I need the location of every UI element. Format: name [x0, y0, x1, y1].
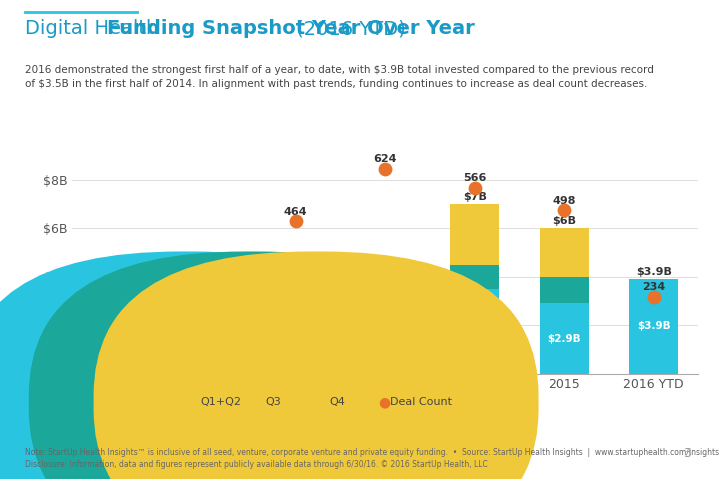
- Text: 3: 3: [683, 447, 691, 460]
- Text: (2016 YTD): (2016 YTD): [290, 19, 406, 38]
- Bar: [181, 325, 231, 340]
- Text: $1.5B: $1.5B: [369, 351, 402, 361]
- Bar: [539, 277, 589, 303]
- Text: Funding Snapshot Year Over Year: Funding Snapshot Year Over Year: [107, 19, 474, 38]
- Text: $575M: $575M: [97, 362, 137, 372]
- Bar: [181, 340, 231, 355]
- Text: $6B: $6B: [552, 216, 576, 226]
- Bar: [450, 289, 499, 374]
- Bar: [271, 347, 320, 374]
- Point: [111, 321, 122, 329]
- Text: $7B: $7B: [463, 192, 487, 202]
- Bar: [361, 337, 410, 374]
- Bar: [92, 352, 141, 360]
- Text: 624: 624: [374, 154, 397, 164]
- Bar: [92, 347, 141, 352]
- Bar: [271, 316, 320, 328]
- Text: Q4: Q4: [330, 398, 346, 407]
- Text: Q1+Q2: Q1+Q2: [200, 398, 241, 407]
- Point: [379, 165, 391, 172]
- Text: Q3: Q3: [265, 398, 281, 407]
- Bar: [92, 360, 141, 374]
- Text: $3.9B: $3.9B: [637, 321, 670, 331]
- Text: $2.4B: $2.4B: [278, 303, 314, 313]
- Bar: [629, 279, 678, 374]
- Point: [648, 293, 660, 301]
- Text: Digital Health: Digital Health: [25, 19, 165, 38]
- Point: [200, 277, 212, 285]
- Bar: [450, 204, 499, 265]
- Bar: [450, 265, 499, 289]
- Text: 282: 282: [194, 267, 218, 277]
- Text: $1.1B: $1.1B: [279, 355, 312, 365]
- Text: Note: StartUp Health Insights™ is inclusive of all seed, venture, corporate vent: Note: StartUp Health Insights™ is inclus…: [25, 448, 719, 457]
- Text: 149: 149: [105, 310, 128, 320]
- Text: Disclosure: Information, data and figures represent publicly available data thro: Disclosure: Information, data and figure…: [25, 460, 488, 469]
- Bar: [181, 355, 231, 374]
- Point: [290, 217, 302, 225]
- Text: $3B: $3B: [374, 288, 397, 298]
- Text: 2016 demonstrated the strongest first half of a year, to date, with $3.9B total : 2016 demonstrated the strongest first ha…: [25, 65, 654, 89]
- Text: $2B: $2B: [194, 313, 218, 323]
- Text: $3.5B: $3.5B: [458, 326, 492, 336]
- Text: 498: 498: [552, 196, 576, 205]
- Text: $2.9B: $2.9B: [547, 333, 581, 343]
- Bar: [361, 313, 410, 337]
- Point: [469, 184, 480, 192]
- Point: [559, 206, 570, 214]
- Text: $1.1B: $1.1B: [99, 334, 135, 344]
- Text: ●: ●: [378, 395, 390, 410]
- Text: $755M: $755M: [186, 359, 226, 369]
- Bar: [361, 301, 410, 313]
- Text: 566: 566: [463, 173, 487, 183]
- Text: 234: 234: [642, 283, 665, 292]
- Bar: [539, 303, 589, 374]
- Text: Deal Count: Deal Count: [390, 398, 452, 407]
- Bar: [539, 228, 589, 277]
- Text: $3.9B: $3.9B: [636, 267, 672, 277]
- Text: 464: 464: [284, 207, 307, 217]
- Bar: [271, 328, 320, 347]
